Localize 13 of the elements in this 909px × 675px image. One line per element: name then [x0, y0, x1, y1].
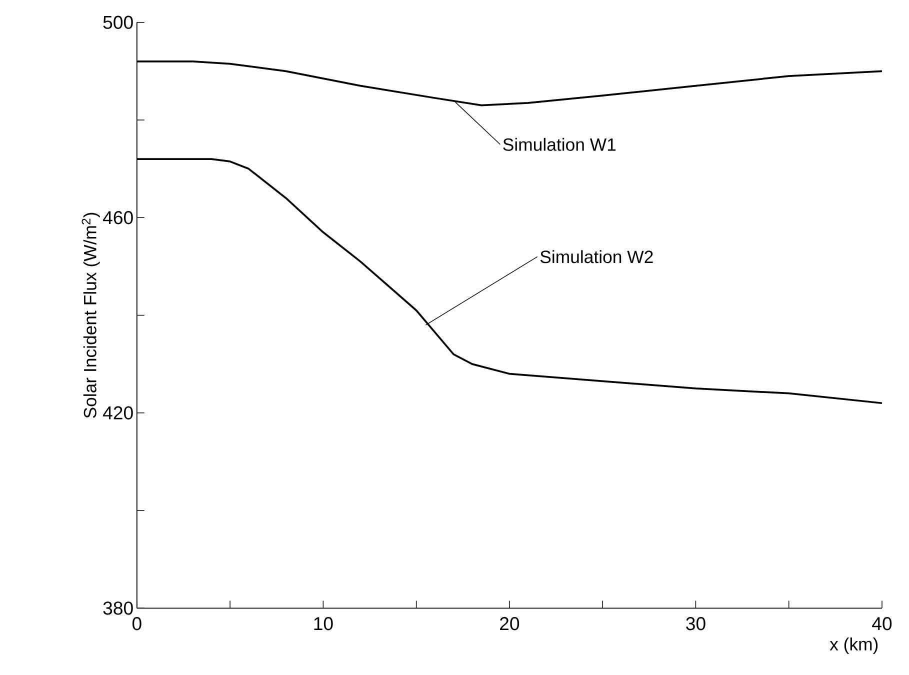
annotation: Simulation W2 [540, 250, 653, 264]
annotation: Simulation W1 [503, 138, 616, 151]
y-tick-label: 380 [103, 601, 133, 615]
x-axis-title: x (km) [830, 637, 878, 654]
x-tick-label: 0 [132, 616, 142, 630]
y-tick-label: 420 [102, 406, 133, 420]
y-tick-label: 460 [102, 210, 133, 224]
x-tick-label: 30 [686, 616, 706, 630]
y-axis-title: Solar Incident Flux (W/m$^{2}$) [82, 212, 100, 418]
x-tick-label: 40 [872, 616, 892, 630]
y-tick-label: 500 [103, 16, 133, 29]
x-tick-label: 10 [314, 616, 333, 630]
x-tick-label: 20 [500, 616, 520, 630]
